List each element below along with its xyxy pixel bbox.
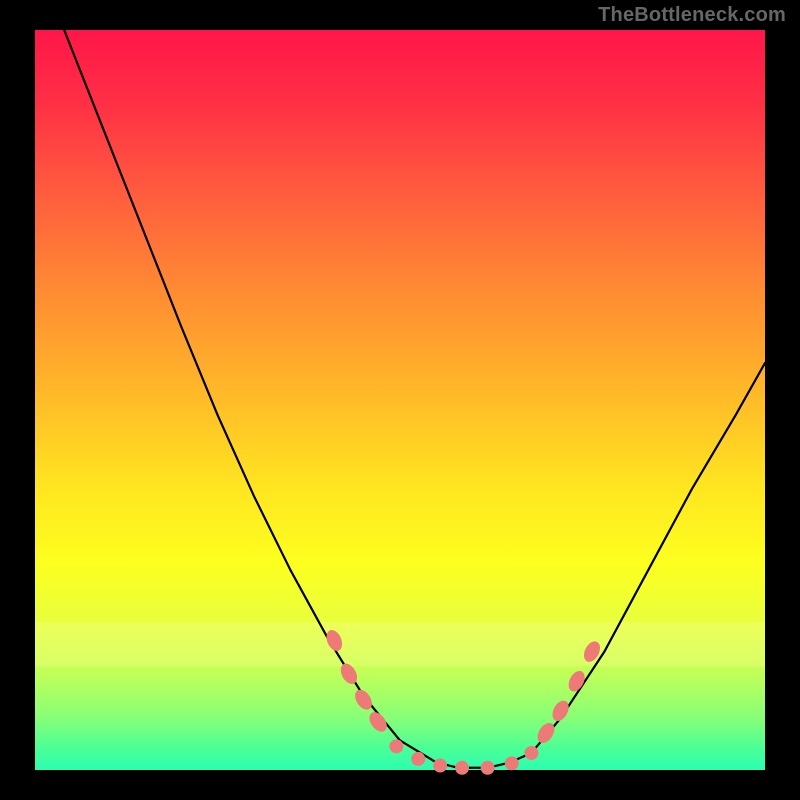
highlight-band (35, 622, 765, 666)
curve-marker (411, 752, 425, 766)
curve-marker (524, 746, 538, 760)
curve-marker (433, 759, 447, 773)
curve-marker (481, 761, 495, 775)
curve-marker (455, 761, 469, 775)
branding-label: TheBottleneck.com (598, 4, 786, 27)
curve-marker (389, 739, 403, 753)
bottleneck-chart (0, 0, 800, 800)
curve-marker (505, 756, 519, 770)
